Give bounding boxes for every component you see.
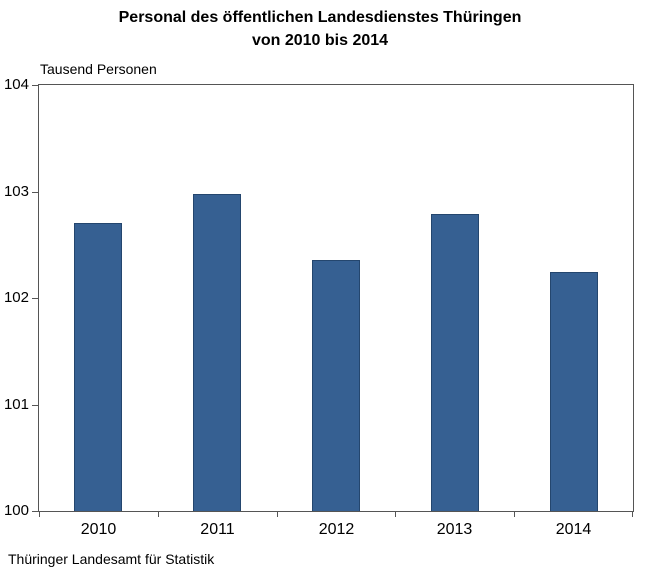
y-axis-tick-102 bbox=[32, 298, 38, 299]
x-axis-tick-5 bbox=[632, 512, 633, 517]
bar-2012 bbox=[312, 260, 360, 511]
x-axis-label-2013: 2013 bbox=[436, 521, 473, 538]
y-axis-label-103: 103 bbox=[3, 183, 29, 200]
chart-title-line1: Personal des öffentlichen Landesdienstes… bbox=[118, 9, 522, 26]
plot-area: 100 101 102 103 104 2010 2011 2012 2013 2014 bbox=[4, 77, 634, 538]
x-axis-label-2010: 2010 bbox=[80, 521, 117, 538]
x-axis-tick-0 bbox=[39, 512, 40, 517]
x-axis-tick-2 bbox=[277, 512, 278, 517]
y-axis-label-102: 102 bbox=[3, 289, 29, 306]
y-axis-tick-100 bbox=[32, 511, 38, 512]
y-axis-tick-101 bbox=[32, 405, 38, 406]
y-axis-tick-103 bbox=[32, 192, 38, 193]
y-axis-tick-104 bbox=[32, 85, 38, 86]
x-axis-tick-3 bbox=[395, 512, 396, 517]
bar-2011 bbox=[193, 194, 241, 511]
bar-2014 bbox=[550, 272, 598, 511]
y-axis-unit-label: Tausend Personen bbox=[40, 61, 157, 77]
x-axis-label-2014: 2014 bbox=[555, 521, 592, 538]
bar-2010 bbox=[74, 223, 122, 511]
y-axis-label-101: 101 bbox=[3, 396, 29, 413]
source-attribution: Thüringer Landesamt für Statistik bbox=[8, 551, 215, 567]
x-axis-tick-4 bbox=[514, 512, 515, 517]
chart-title-line2: von 2010 bis 2014 bbox=[251, 32, 389, 49]
bar-2013 bbox=[431, 214, 479, 511]
chart-title: Personal des öffentlichen Landesdienstes… bbox=[0, 6, 640, 52]
y-axis-label-104: 104 bbox=[3, 76, 29, 93]
x-axis-label-2012: 2012 bbox=[318, 521, 355, 538]
x-axis-tick-1 bbox=[158, 512, 159, 517]
y-axis-label-100: 100 bbox=[3, 502, 29, 519]
x-axis-label-2011: 2011 bbox=[200, 521, 235, 538]
